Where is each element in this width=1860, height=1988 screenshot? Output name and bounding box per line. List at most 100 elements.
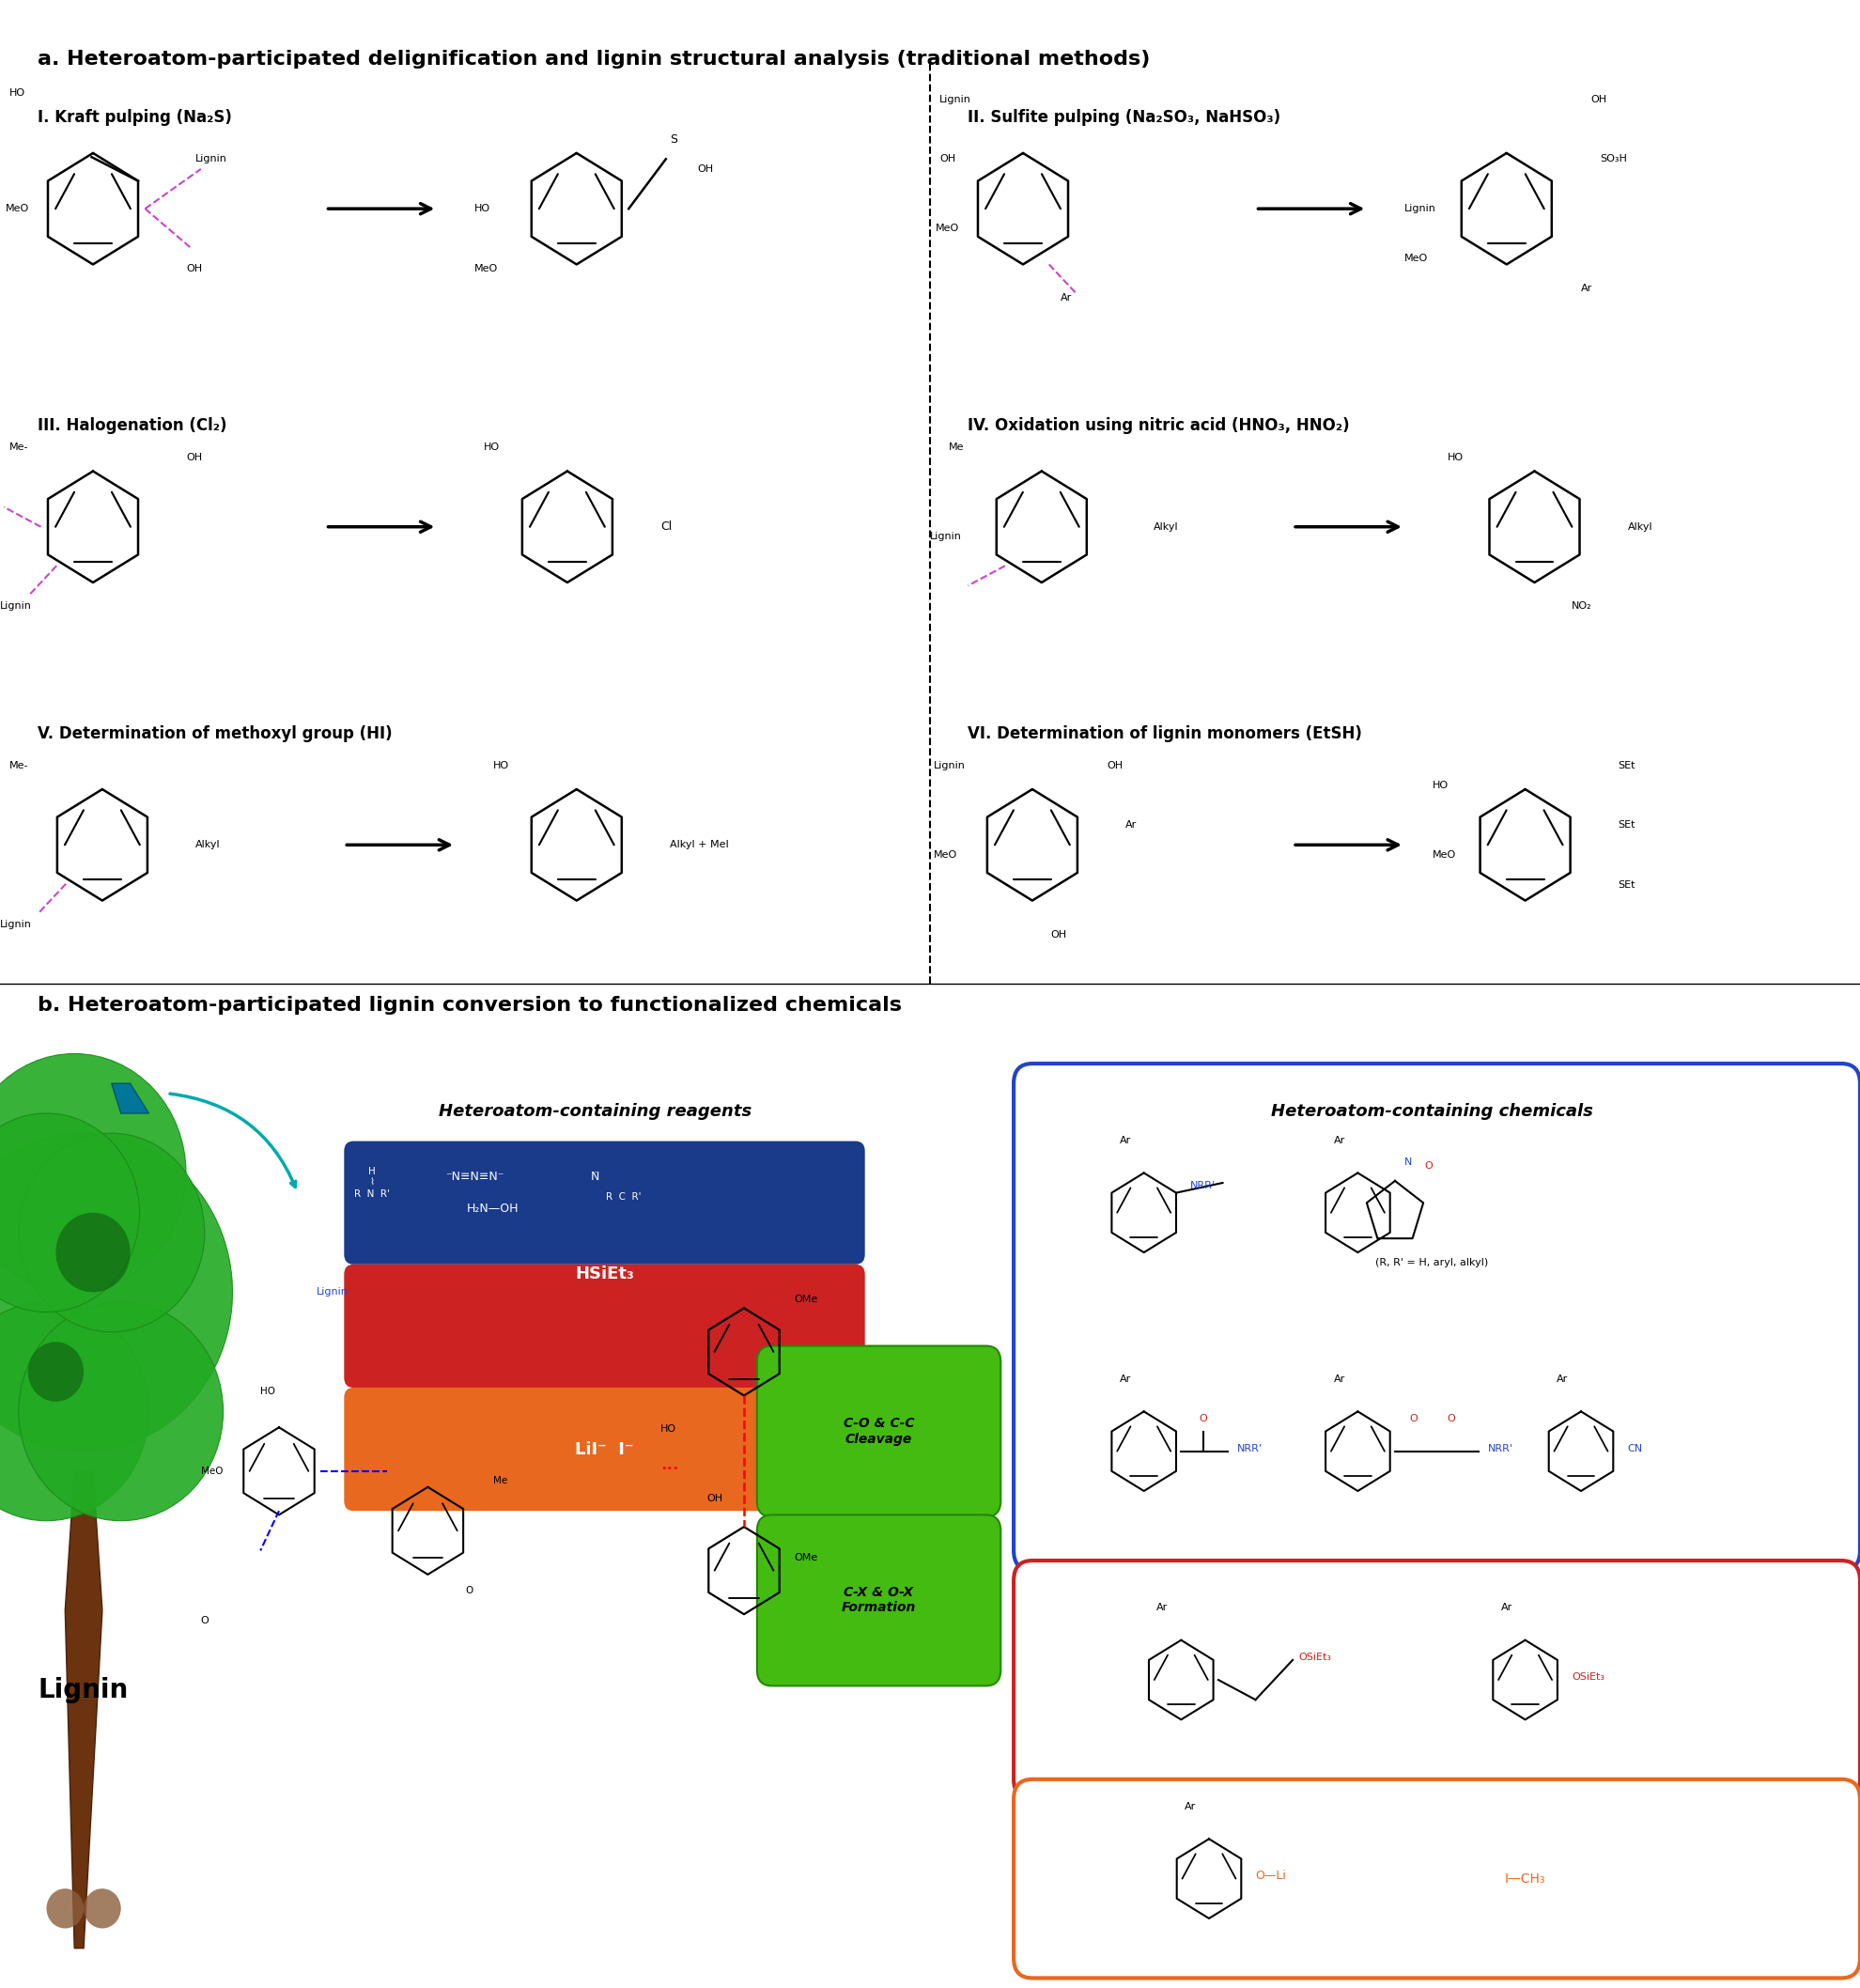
Text: NRR': NRR' (1237, 1443, 1263, 1453)
Text: Ar: Ar (1581, 284, 1592, 292)
Text: MeO: MeO (201, 1467, 223, 1475)
Circle shape (84, 1889, 121, 1928)
Text: MeO: MeO (474, 264, 498, 272)
Text: O: O (1410, 1413, 1417, 1423)
Text: H
⌇
R  N  R': H ⌇ R N R' (353, 1167, 391, 1199)
Text: HO: HO (9, 89, 26, 97)
Text: Heteroatom-containing reagents: Heteroatom-containing reagents (439, 1103, 751, 1121)
Text: O: O (1447, 1413, 1455, 1423)
Text: Alkyl: Alkyl (1628, 523, 1652, 531)
Text: LiI⁻  I⁻: LiI⁻ I⁻ (575, 1441, 634, 1457)
Text: (R, R' = H, aryl, alkyl): (R, R' = H, aryl, alkyl) (1376, 1258, 1488, 1266)
Text: O: O (1200, 1413, 1207, 1423)
Text: OSiEt₃: OSiEt₃ (1572, 1672, 1605, 1682)
Text: OH: OH (1051, 930, 1068, 938)
Text: I—CH₃: I—CH₃ (1505, 1873, 1546, 1885)
Text: Ar: Ar (1185, 1801, 1196, 1811)
Circle shape (0, 1302, 149, 1521)
Text: VI. Determination of lignin monomers (EtSH): VI. Determination of lignin monomers (Et… (967, 726, 1362, 744)
Text: O: O (465, 1586, 472, 1594)
Text: OH: OH (1107, 761, 1123, 769)
Text: MeO: MeO (934, 851, 958, 859)
FancyBboxPatch shape (757, 1515, 1001, 1686)
Text: MeO: MeO (6, 205, 30, 213)
Circle shape (28, 1342, 84, 1402)
Text: Ar: Ar (1125, 821, 1136, 829)
Text: Me-: Me- (9, 443, 28, 451)
Text: NO₂: NO₂ (1572, 602, 1592, 610)
Text: Lignin: Lignin (0, 920, 32, 928)
Text: Ar: Ar (1334, 1374, 1345, 1384)
Text: O: O (201, 1616, 208, 1624)
Text: CN: CN (1628, 1443, 1642, 1453)
Text: OH: OH (186, 264, 203, 272)
Text: SEt: SEt (1618, 881, 1635, 889)
Text: HO: HO (1432, 781, 1449, 789)
Text: O: O (1425, 1161, 1432, 1171)
Text: OH: OH (698, 165, 714, 173)
Text: V. Determination of methoxyl group (HI): V. Determination of methoxyl group (HI) (37, 726, 392, 744)
Text: OH: OH (707, 1493, 724, 1503)
Polygon shape (112, 1083, 149, 1113)
Text: Ar: Ar (1501, 1602, 1512, 1612)
Text: MeO: MeO (936, 225, 960, 233)
Circle shape (0, 1113, 140, 1312)
Text: Lignin: Lignin (934, 761, 965, 769)
Text: Lignin: Lignin (0, 602, 32, 610)
Circle shape (19, 1302, 223, 1521)
FancyBboxPatch shape (344, 1264, 865, 1388)
Text: Cl: Cl (660, 521, 671, 533)
Text: Alkyl: Alkyl (195, 841, 219, 849)
Text: b. Heteroatom-participated lignin conversion to functionalized chemicals: b. Heteroatom-participated lignin conver… (37, 996, 902, 1014)
Text: ⁻N≡N≡N⁻: ⁻N≡N≡N⁻ (445, 1171, 504, 1183)
Text: Alkyl: Alkyl (1153, 523, 1177, 531)
Text: SEt: SEt (1618, 761, 1635, 769)
Text: O—Li: O—Li (1256, 1869, 1287, 1881)
Text: SO₃H: SO₃H (1600, 155, 1628, 163)
Circle shape (56, 1213, 130, 1292)
Circle shape (0, 1054, 186, 1292)
Text: III. Halogenation (Cl₂): III. Halogenation (Cl₂) (37, 417, 227, 435)
Text: Lignin: Lignin (39, 1676, 128, 1704)
FancyBboxPatch shape (1014, 1064, 1860, 1571)
Text: Heteroatom-containing chemicals: Heteroatom-containing chemicals (1270, 1103, 1594, 1121)
FancyBboxPatch shape (1014, 1779, 1860, 1978)
Text: Me: Me (493, 1477, 508, 1485)
Text: R  C  R': R C R' (606, 1193, 640, 1201)
Text: NRR': NRR' (1488, 1443, 1514, 1453)
Text: OH: OH (939, 155, 956, 163)
Text: HO: HO (260, 1388, 275, 1396)
Text: MeO: MeO (1404, 254, 1428, 262)
Circle shape (0, 1133, 232, 1451)
Text: OH: OH (1590, 95, 1607, 103)
Text: Lignin: Lignin (939, 95, 971, 103)
Text: OMe: OMe (794, 1294, 818, 1304)
Text: SEt: SEt (1618, 821, 1635, 829)
Text: S: S (670, 133, 677, 145)
Text: Lignin: Lignin (930, 533, 962, 541)
FancyBboxPatch shape (1014, 1561, 1860, 1799)
Text: I. Kraft pulping (Na₂S): I. Kraft pulping (Na₂S) (37, 109, 231, 127)
Text: Ṅ: Ṅ (591, 1171, 599, 1183)
Text: OMe: OMe (794, 1553, 818, 1563)
Text: OH: OH (186, 453, 203, 461)
Text: HO: HO (474, 205, 491, 213)
Text: OSiEt₃: OSiEt₃ (1298, 1652, 1332, 1662)
Text: a. Heteroatom-participated delignification and lignin structural analysis (tradi: a. Heteroatom-participated delignificati… (37, 50, 1149, 68)
Text: Lignin: Lignin (1404, 205, 1436, 213)
Text: HO: HO (1447, 453, 1464, 461)
Text: IV. Oxidation using nitric acid (HNO₃, HNO₂): IV. Oxidation using nitric acid (HNO₃, H… (967, 417, 1348, 435)
Text: •••: ••• (660, 1463, 679, 1473)
FancyBboxPatch shape (757, 1346, 1001, 1517)
Text: C-O & C-C
Cleavage: C-O & C-C Cleavage (843, 1417, 915, 1445)
Text: MeO: MeO (1432, 851, 1456, 859)
Text: Alkyl + MeI: Alkyl + MeI (670, 841, 729, 849)
Text: Ar: Ar (1557, 1374, 1568, 1384)
Circle shape (46, 1889, 84, 1928)
Text: Lignin: Lignin (195, 155, 227, 163)
Text: Lignin: Lignin (316, 1288, 348, 1296)
Text: HO: HO (660, 1423, 677, 1433)
Text: Ar: Ar (1060, 294, 1071, 302)
Text: Me: Me (949, 443, 963, 451)
Text: NRR': NRR' (1190, 1181, 1216, 1191)
